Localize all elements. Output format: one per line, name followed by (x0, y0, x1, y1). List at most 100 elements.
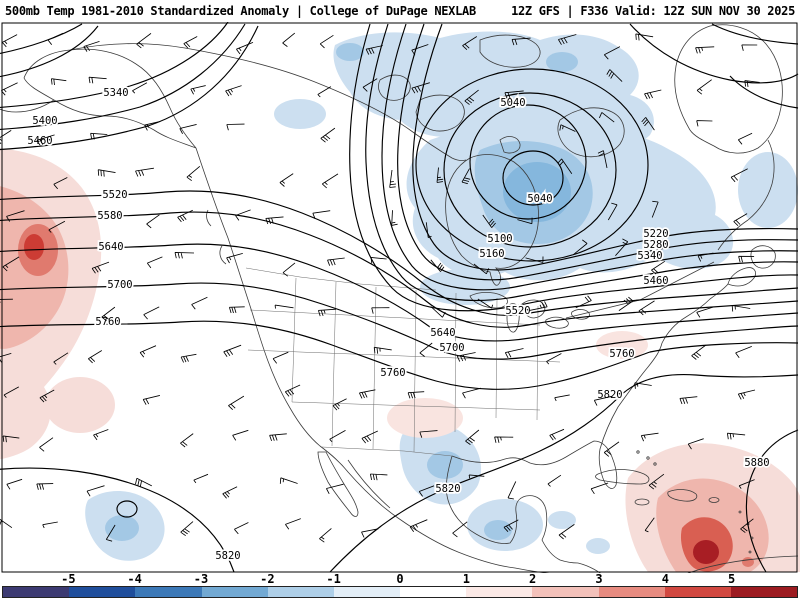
wind-barb (320, 127, 336, 143)
colorbar-segment (69, 587, 136, 597)
contour-label: 5820 (435, 483, 460, 495)
wind-barb (361, 528, 379, 538)
wind-barb (362, 78, 378, 92)
wind-barb (36, 134, 55, 146)
wind-barb (88, 350, 103, 364)
wind-barb (462, 36, 478, 51)
contour-label: 5820 (597, 389, 622, 401)
wind-barb (90, 132, 108, 140)
wind-barb (0, 298, 13, 303)
wind-barb (53, 352, 69, 365)
wind-barb (274, 304, 294, 309)
colorbar-segment (730, 587, 798, 597)
wind-barb (91, 261, 110, 274)
title-bar: 500mb Temp 1981-2010 Standardized Anomal… (0, 0, 800, 22)
contour-label: 5820 (215, 550, 240, 562)
wind-barb (144, 120, 161, 131)
wind-barb (191, 296, 208, 310)
contour-label: 5160 (479, 248, 504, 260)
wind-barb (0, 518, 13, 529)
contour-label: 5640 (98, 241, 123, 253)
wind-barb (282, 32, 296, 47)
wind-barb (135, 477, 152, 487)
wind-barb (740, 518, 754, 533)
wind-barb (737, 132, 753, 145)
contour-label: 5880 (744, 457, 769, 469)
wind-barb (615, 238, 629, 256)
contour-label: 5760 (380, 367, 405, 379)
wind-barb (504, 348, 524, 359)
wind-barb (494, 436, 514, 443)
wind-barb (146, 214, 160, 229)
wind-barb (695, 46, 715, 54)
wind-barb (597, 150, 608, 168)
wind-barb (319, 528, 332, 543)
wind-barb (462, 387, 481, 399)
wind-barb (228, 306, 245, 314)
wind-barb (558, 524, 575, 540)
colorbar-tick-label: -5 (61, 572, 76, 586)
wind-barb (136, 33, 152, 49)
wind-barb (93, 429, 109, 441)
wind-barb (546, 353, 562, 365)
wind-barb (1, 34, 18, 48)
wind-barb (186, 165, 201, 182)
wind-barb (236, 42, 254, 55)
wind-barb (464, 89, 479, 105)
wind-barb (644, 89, 662, 100)
contour-label: 5340 (103, 87, 128, 99)
wind-barb (738, 479, 755, 489)
wind-barb (607, 202, 618, 221)
wind-barb (101, 306, 116, 322)
colorbar-tick-label: 4 (661, 572, 669, 586)
wind-barb (282, 262, 296, 277)
wind-barb (177, 209, 193, 223)
wind-barb (228, 395, 245, 411)
wind-barb (593, 395, 613, 406)
wind-barb (640, 432, 659, 442)
contour-label: 5100 (487, 233, 512, 245)
wind-barb (0, 82, 18, 96)
wind-barb (641, 117, 655, 131)
wind-barb (53, 177, 68, 190)
wind-barb (332, 398, 347, 411)
contour-label: 5400 (32, 115, 57, 127)
wind-barb (370, 256, 387, 264)
wind-barb (430, 306, 446, 318)
wind-barb (226, 123, 245, 131)
wind-barb (284, 384, 301, 397)
wind-barb (744, 80, 760, 87)
wind-barb (644, 517, 655, 533)
wind-barb (452, 521, 468, 538)
wind-barb (234, 522, 249, 535)
wind-barb (687, 438, 704, 450)
wind-barb (735, 346, 752, 359)
wind-barb (180, 521, 194, 537)
wind-barb (42, 521, 58, 529)
colorbar-tick-label: 0 (396, 572, 404, 586)
wind-barb (225, 85, 242, 97)
wind-barb (105, 524, 116, 542)
wind-barb (741, 44, 758, 51)
colorbar-segment (532, 587, 599, 597)
wind-barb (733, 213, 748, 227)
wind-barb (731, 305, 751, 312)
wind-barb (477, 298, 494, 309)
wind-barb (572, 239, 588, 256)
contour-label: 5700 (439, 342, 464, 354)
wind-barb (193, 473, 209, 484)
colorbar-tick-label: 3 (595, 572, 603, 586)
wind-barb (603, 441, 620, 457)
wind-barb (575, 295, 592, 309)
wind-barb (222, 486, 238, 499)
wind-barb (691, 344, 707, 360)
wind-barb (411, 44, 429, 56)
wind-barb (232, 429, 249, 441)
colorbar-segment (333, 587, 401, 597)
wind-barb (135, 167, 154, 177)
wind-barb (235, 209, 251, 221)
wind-barb (696, 120, 713, 127)
wind-barb (547, 474, 562, 487)
wind-barb (549, 428, 565, 441)
colorbar-tick-labels: -5 -4 -3 -2 -1 0 1 2 3 4 5 (2, 573, 798, 586)
